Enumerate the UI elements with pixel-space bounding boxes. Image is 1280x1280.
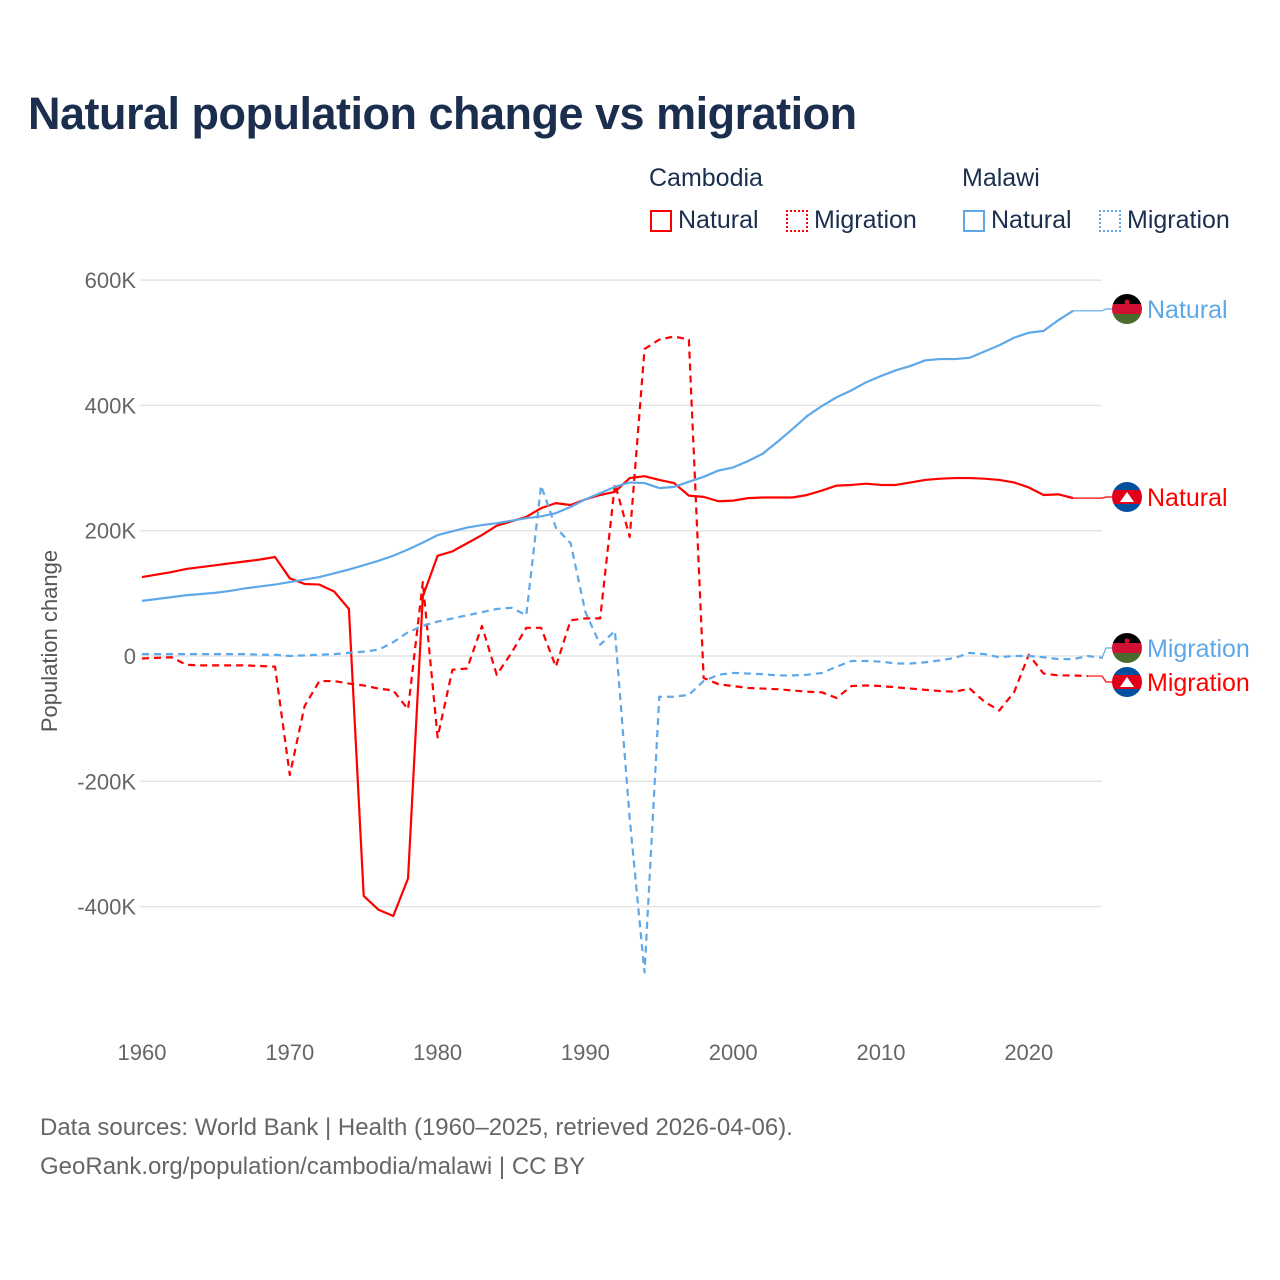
legend-swatch <box>1099 209 1121 232</box>
malawi-flag-icon <box>1112 294 1142 324</box>
source-line-1: Data sources: World Bank | Health (1960–… <box>40 1114 793 1141</box>
x-tick-label: 1990 <box>561 1040 610 1065</box>
x-tick-label: 2000 <box>709 1040 758 1065</box>
chart-title: Natural population change vs migration <box>28 88 857 139</box>
legend-malawi-migration[interactable]: Migration <box>1099 206 1230 235</box>
x-tick-label: 1960 <box>118 1040 167 1065</box>
legend-label: Natural <box>678 206 759 234</box>
y-tick-label: 200K <box>85 519 137 544</box>
x-tick-label: 1970 <box>265 1040 314 1065</box>
cambodia-migration-end-label: Migration <box>1147 669 1250 697</box>
cambodia-flag-icon <box>1112 667 1142 697</box>
legend-group-malawi: Malawi <box>962 164 1040 192</box>
legend-group-cambodia: Cambodia <box>649 164 763 192</box>
x-tick-label: 2010 <box>857 1040 906 1065</box>
y-tick-label: 400K <box>85 393 137 418</box>
x-tick-label: 2020 <box>1004 1040 1053 1065</box>
legend-label: Natural <box>991 206 1072 234</box>
y-tick-label: 0 <box>124 644 136 669</box>
malawi-natural-end-label: Natural <box>1147 296 1228 324</box>
cambodia-natural-line <box>141 475 1074 918</box>
legend-label: Migration <box>1127 206 1230 234</box>
malawi-natural-leader <box>1073 308 1114 312</box>
malawi-flag-icon <box>1112 633 1142 663</box>
malawi-natural-line <box>141 309 1074 602</box>
y-tick-label: 600K <box>85 268 137 293</box>
legend-swatch <box>786 209 808 232</box>
source-line-2: GeoRank.org/population/cambodia/malawi |… <box>40 1153 586 1180</box>
legend-cambodia-natural[interactable]: Natural <box>650 206 759 235</box>
legend-label: Migration <box>814 206 917 234</box>
legend-swatch <box>963 209 985 232</box>
malawi-migration-leader <box>1101 647 1114 659</box>
cambodia-migration-leader <box>1087 675 1114 683</box>
legend-malawi-natural[interactable]: Natural <box>963 206 1072 235</box>
malawi-migration-line <box>142 484 1103 974</box>
x-tick-label: 1980 <box>413 1040 462 1065</box>
cambodia-natural-leader <box>1073 496 1114 499</box>
y-tick-label: -400K <box>77 895 136 920</box>
source-note: Data sources: World Bank | Health (1960–… <box>40 1108 793 1186</box>
malawi-migration-end-label: Migration <box>1147 635 1250 663</box>
cambodia-natural-end-label: Natural <box>1147 484 1228 512</box>
legend-swatch <box>650 209 672 232</box>
cambodia-flag-icon <box>1112 482 1142 512</box>
y-tick-label: -200K <box>77 769 136 794</box>
cambodia-migration-line <box>141 335 1088 777</box>
legend-cambodia-migration[interactable]: Migration <box>786 206 917 235</box>
